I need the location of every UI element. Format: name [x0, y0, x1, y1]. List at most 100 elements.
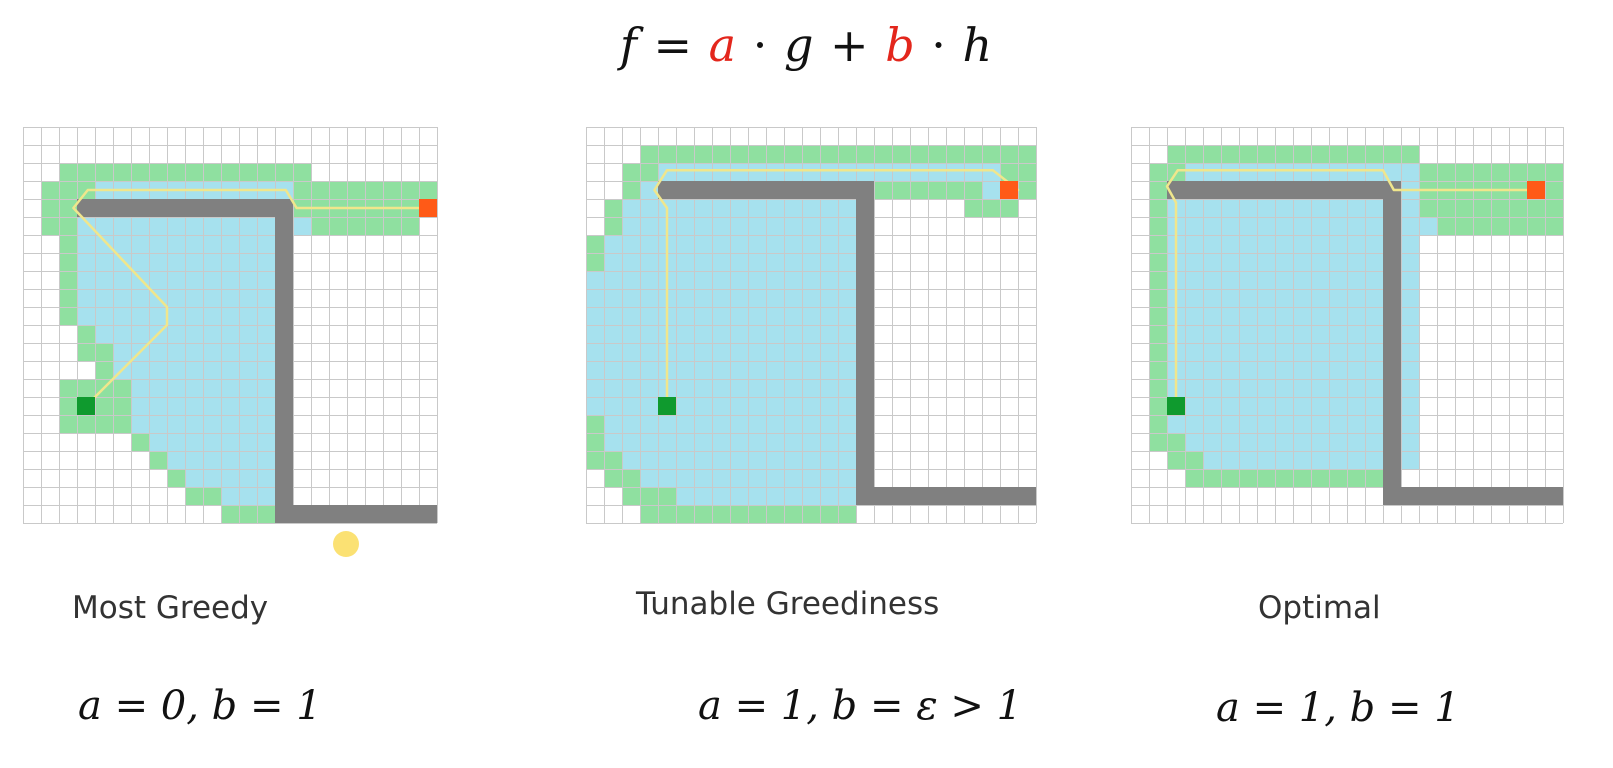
closed-cell: [149, 253, 167, 271]
open-cell: [640, 505, 658, 523]
closed-cell: [1257, 307, 1275, 325]
closed-cell: [784, 307, 802, 325]
closed-cell: [221, 361, 239, 379]
closed-cell: [1365, 379, 1383, 397]
closed-cell: [730, 271, 748, 289]
open-cell: [113, 397, 131, 415]
open-cell: [1419, 163, 1437, 181]
closed-cell: [622, 217, 640, 235]
closed-cell: [221, 487, 239, 505]
formula: f = a · g + b · h: [619, 18, 994, 72]
closed-cell: [131, 397, 149, 415]
closed-cell: [622, 433, 640, 451]
closed-cell: [1257, 343, 1275, 361]
closed-cell: [802, 271, 820, 289]
path-line: [72, 188, 430, 408]
closed-cell: [640, 379, 658, 397]
closed-cell: [1293, 199, 1311, 217]
open-cell: [1527, 163, 1545, 181]
closed-cell: [131, 325, 149, 343]
closed-cell: [802, 487, 820, 505]
closed-cell: [802, 415, 820, 433]
closed-cell: [185, 379, 203, 397]
closed-cell: [1257, 217, 1275, 235]
open-cell: [1545, 199, 1563, 217]
closed-cell: [1347, 415, 1365, 433]
open-cell: [1257, 145, 1275, 163]
closed-cell: [1329, 379, 1347, 397]
closed-cell: [676, 487, 694, 505]
closed-cell: [1311, 361, 1329, 379]
closed-cell: [257, 469, 275, 487]
closed-cell: [820, 163, 838, 181]
closed-cell: [622, 271, 640, 289]
closed-cell: [766, 469, 784, 487]
closed-cell: [1185, 235, 1203, 253]
closed-cell: [1203, 325, 1221, 343]
closed-cell: [766, 487, 784, 505]
closed-cell: [1365, 163, 1383, 181]
closed-cell: [802, 289, 820, 307]
closed-cell: [1239, 433, 1257, 451]
open-cell: [1149, 415, 1167, 433]
open-cell: [1018, 163, 1036, 181]
closed-cell: [221, 451, 239, 469]
closed-cell: [658, 469, 676, 487]
open-cell: [59, 235, 77, 253]
closed-cell: [730, 199, 748, 217]
closed-cell: [1401, 289, 1419, 307]
closed-cell: [1329, 163, 1347, 181]
open-cell: [892, 145, 910, 163]
closed-cell: [694, 163, 712, 181]
closed-cell: [239, 235, 257, 253]
closed-cell: [1401, 379, 1419, 397]
open-cell: [59, 163, 77, 181]
closed-cell: [1275, 361, 1293, 379]
closed-cell: [640, 235, 658, 253]
open-cell: [1149, 433, 1167, 451]
open-cell: [59, 379, 77, 397]
closed-cell: [766, 325, 784, 343]
closed-cell: [766, 379, 784, 397]
closed-cell: [1365, 217, 1383, 235]
closed-cell: [221, 469, 239, 487]
closed-cell: [113, 289, 131, 307]
open-cell: [1347, 469, 1365, 487]
closed-cell: [113, 307, 131, 325]
closed-cell: [185, 451, 203, 469]
closed-cell: [221, 415, 239, 433]
closed-cell: [712, 307, 730, 325]
closed-cell: [748, 289, 766, 307]
open-cell: [59, 415, 77, 433]
closed-cell: [1239, 163, 1257, 181]
grid-lines: [23, 127, 438, 524]
open-cell: [1491, 199, 1509, 217]
closed-cell: [149, 343, 167, 361]
closed-cell: [1239, 271, 1257, 289]
closed-cell: [640, 397, 658, 415]
open-cell: [365, 181, 383, 199]
closed-cell: [622, 289, 640, 307]
closed-cell: [712, 469, 730, 487]
closed-cell: [185, 307, 203, 325]
open-cell: [748, 145, 766, 163]
closed-cell: [1275, 379, 1293, 397]
closed-cell: [77, 289, 95, 307]
closed-cell: [640, 199, 658, 217]
closed-cell: [167, 343, 185, 361]
closed-cell: [203, 433, 221, 451]
closed-cell: [113, 235, 131, 253]
params-most-greedy: a = 0, b = 1: [78, 683, 322, 729]
closed-cell: [766, 163, 784, 181]
open-cell: [622, 469, 640, 487]
open-cell: [59, 199, 77, 217]
closed-cell: [1329, 325, 1347, 343]
closed-cell: [640, 451, 658, 469]
closed-cell: [1329, 451, 1347, 469]
closed-cell: [784, 235, 802, 253]
closed-cell: [676, 325, 694, 343]
closed-cell: [658, 451, 676, 469]
closed-cell: [1185, 271, 1203, 289]
open-cell: [1149, 397, 1167, 415]
closed-cell: [730, 235, 748, 253]
